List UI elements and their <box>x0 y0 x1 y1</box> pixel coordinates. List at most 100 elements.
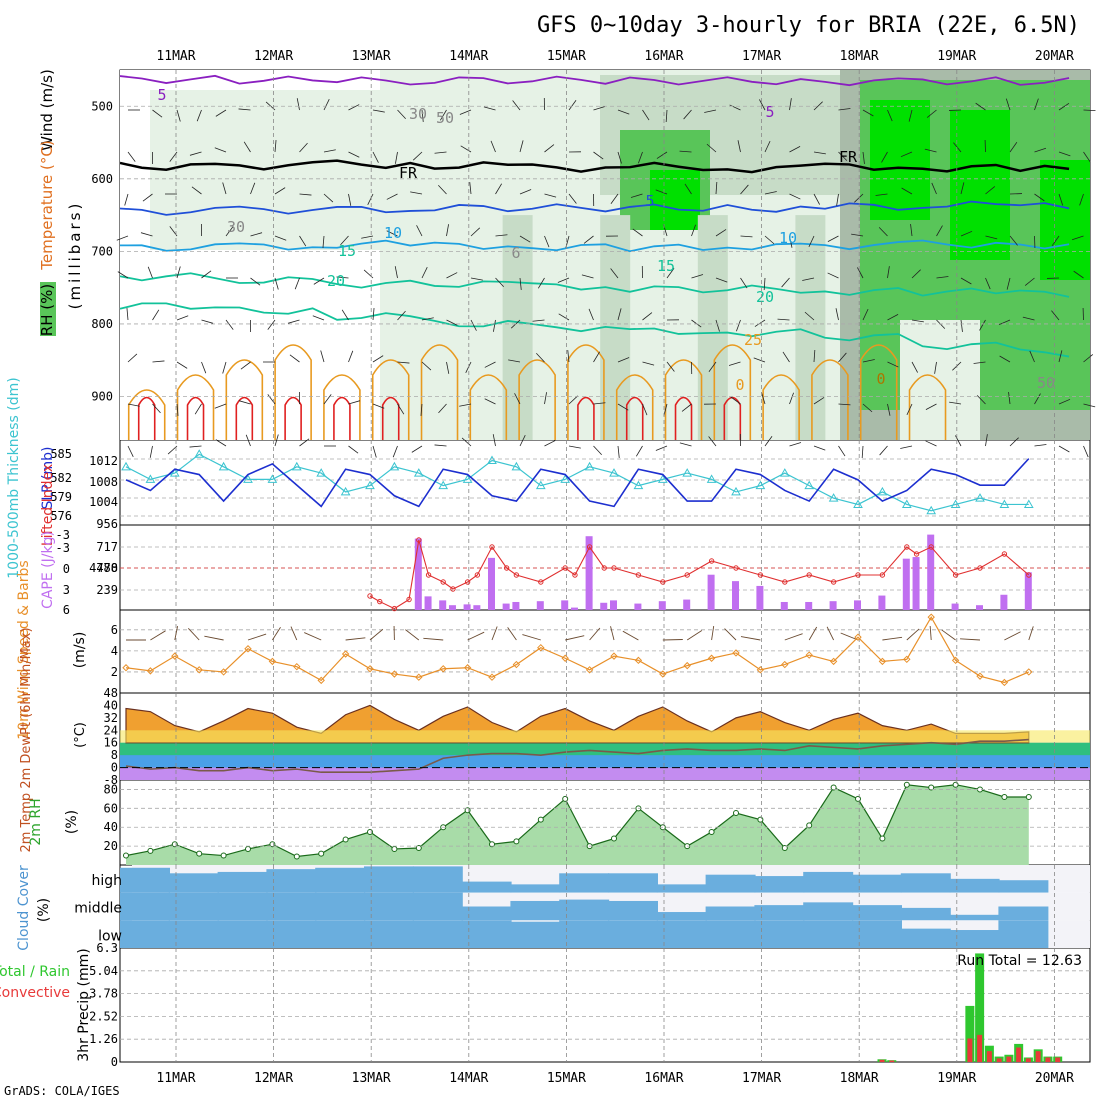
wind-barb <box>1073 270 1084 279</box>
wind-barb <box>1009 235 1018 246</box>
y-tick-label: 1012 <box>89 454 118 468</box>
wind10-marker <box>610 652 618 660</box>
wind-barb <box>127 151 136 162</box>
y-tick-label: 700 <box>91 244 113 258</box>
wind-barb <box>906 403 913 416</box>
wind-barb <box>1022 316 1035 321</box>
cloud-bar-high <box>266 869 317 893</box>
wind-barb <box>777 318 790 321</box>
wind10-barb <box>345 637 366 641</box>
isotherm-warm-loop <box>518 359 556 440</box>
cloud-bar-low <box>803 920 854 948</box>
y-tick-label: 3 <box>63 583 70 597</box>
wind-barb <box>617 445 620 458</box>
date-label-top: 11MAR <box>156 49 195 64</box>
wind-barb <box>152 403 161 414</box>
wind-barb <box>908 109 913 122</box>
wind-barb <box>495 183 503 195</box>
rh2m-marker <box>489 841 495 848</box>
wind-barb <box>764 436 773 447</box>
wind-barb <box>960 230 973 237</box>
rh2m-area <box>126 784 1029 865</box>
wind-barb <box>225 319 234 330</box>
wind-barb <box>299 193 312 196</box>
wind-barb <box>813 193 820 205</box>
cape-bar <box>658 601 666 610</box>
wind-barb <box>470 227 481 237</box>
wind-barb <box>910 224 913 237</box>
lifted-index-marker <box>904 544 910 550</box>
wind-barb <box>740 277 748 289</box>
wind-barb <box>901 187 913 195</box>
wind-barb <box>274 434 279 447</box>
cloud-bar-middle <box>949 914 1000 921</box>
precip-bar-convective <box>977 1034 983 1062</box>
wind-barb <box>1058 350 1063 363</box>
cloud-bar-high <box>461 881 512 893</box>
wind-barb <box>287 319 300 324</box>
cloud-bar-high <box>705 874 756 893</box>
wind10-marker <box>1000 678 1009 687</box>
date-label-bottom: 17MAR <box>742 1071 781 1086</box>
y-tick-label: 6 <box>63 603 70 617</box>
wind-barb <box>438 184 447 195</box>
rh-region-light <box>150 90 420 250</box>
wind-barb <box>1008 392 1011 405</box>
y-tick-label: 956 <box>96 517 118 531</box>
isotherm-warm-loop <box>127 389 166 440</box>
date-label-top: 14MAR <box>449 49 488 64</box>
wind-barb <box>999 355 1011 363</box>
rh2m-marker <box>562 795 569 802</box>
wind-barb <box>495 277 504 288</box>
wind-barb <box>537 277 545 289</box>
y-tick-label: 0 <box>111 761 118 775</box>
y-tick-label: 585 <box>50 447 72 461</box>
wind-barb <box>802 277 815 281</box>
y-tick-label: 582 <box>50 471 72 485</box>
cape-bar <box>448 605 456 610</box>
thickness-marker <box>804 480 815 490</box>
wind-barb <box>323 149 336 153</box>
wind-barb <box>1006 277 1011 290</box>
wind-barb <box>879 445 888 456</box>
contour-label: 30 <box>409 105 427 123</box>
wind-barb <box>808 235 815 248</box>
y-tick-label: -3 <box>56 528 70 542</box>
cape-axis-labels: Lifted Index CAPE (J/kg) <box>40 464 56 609</box>
wind-barb <box>593 402 606 405</box>
cloud-axis-label: Cloud Cover <box>16 865 32 951</box>
wind-barb <box>715 229 727 237</box>
wind10-barb <box>174 626 179 641</box>
wind-barb <box>666 361 675 372</box>
wind-barb <box>642 312 653 321</box>
lifted-index-marker <box>879 572 886 578</box>
y-tick-label: 16 <box>104 736 118 750</box>
y-tick-label: 6.3 <box>96 941 118 955</box>
isotherm-hot-loop <box>235 396 254 440</box>
thickness-marker <box>584 461 595 471</box>
thickness-marker <box>975 493 985 502</box>
wind-barb <box>813 445 826 451</box>
wind10-marker <box>390 670 399 678</box>
wind-barb <box>446 361 450 374</box>
wind10-marker <box>1025 668 1033 676</box>
wind10-barb <box>929 625 932 641</box>
wind10-barb <box>711 626 715 641</box>
wind-barb <box>764 140 771 153</box>
wind-barb <box>985 434 988 447</box>
wind-barb <box>593 151 604 160</box>
thickness-marker <box>1023 499 1034 508</box>
wind-barb <box>367 193 374 205</box>
wind-barb <box>176 266 181 279</box>
cape-bar <box>927 534 935 610</box>
precip-bar-convective <box>1035 1051 1041 1062</box>
thickness-marker <box>731 486 741 496</box>
wind-barb <box>737 140 741 153</box>
isotherm-warm-loop <box>762 374 800 440</box>
panel-frame-slp <box>119 439 1091 526</box>
wind10-marker <box>439 665 447 673</box>
lifted-index-marker <box>1001 551 1008 557</box>
isotherm-warm-loop <box>615 374 654 440</box>
wind10-marker <box>219 668 228 676</box>
precip-bar-convective <box>967 1038 973 1062</box>
